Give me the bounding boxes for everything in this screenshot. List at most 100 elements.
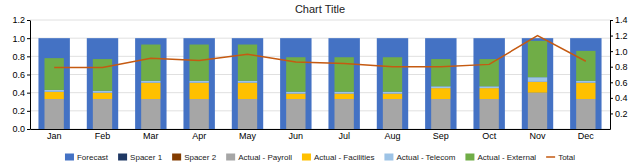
bar [38,38,69,129]
tick: 0.4 [12,88,30,98]
tick: 1.0 [12,34,30,44]
legend-item: Spacer 2 [172,153,217,162]
stacked-bar-segment [383,94,402,99]
stacked-bar-segment [576,83,595,99]
tick: 0.2 [12,106,30,116]
legend-swatch [384,154,393,161]
axis-line [30,21,31,130]
bar [522,38,553,129]
tick-label: Dec [578,131,595,141]
stacked-bar-segment [528,77,547,82]
tick: 0.8 [12,52,30,62]
tick-label: 0.6 [615,78,628,88]
tick-mark [610,67,613,68]
tick-label: 0.0 [12,124,25,134]
legend: Forecast Spacer 1 Spacer 2 Actual - Payroll… [65,153,575,162]
tick-mark [27,38,30,39]
tick-mark [610,113,613,114]
legend-item: Total [546,153,575,162]
stacked-bar-segment [238,45,257,81]
legend-item: Actual - Payroll [226,153,292,162]
legend-label: Actual - External [477,153,536,162]
tick-mark [610,20,613,21]
stacked-bar-segment [93,93,112,99]
stacked-bar-segment [141,83,160,99]
stacked-bar-segment [93,59,112,91]
stacked-bar-segment [431,88,450,99]
legend-swatch [546,156,555,158]
stacked-bar-segment [93,99,112,129]
stacked-bar-segment [528,41,547,77]
tick: Aug [384,131,400,141]
tick-mark [27,129,30,130]
stacked-bar-segment [335,99,354,129]
tick-label: Apr [192,131,206,141]
stacked-bar-segment [45,99,64,129]
legend-swatch [172,154,181,161]
tick: Feb [95,131,111,141]
legend-label: Spacer 2 [184,153,217,162]
bar [280,38,311,129]
stacked-bar-segment [141,81,160,83]
legend-item: Actual - Telecom [384,153,455,162]
stacked-bar-segment [528,93,547,129]
tick: 0.6 [610,78,628,88]
stacked-bar-segment [45,90,64,92]
legend-swatch [226,154,235,161]
tick: Apr [192,131,206,141]
tick-label: Mar [143,131,159,141]
tick-label: 0.2 [615,109,628,119]
tick-label: 0.4 [12,88,25,98]
stacked-bar-segment [286,94,305,99]
legend-item: Actual - External [465,153,536,162]
tick-label: Aug [384,131,400,141]
bar [377,38,408,129]
stacked-bar-segment [286,99,305,129]
tick-label: 0.6 [12,70,25,80]
plot-area [38,36,601,129]
tick-label: Feb [95,131,111,141]
tick-label: Jun [289,131,304,141]
stacked-bar-segment [480,59,499,86]
bar [425,38,456,129]
y-axis: 0.0 0.2 0.4 0.6 0.8 1.0 1.2 [12,15,30,134]
tick-label: 1.2 [12,15,25,25]
bar [87,38,118,129]
tick-label: 0.2 [12,106,25,116]
tick-label: 0.8 [12,52,25,62]
tick-label: Nov [529,131,546,141]
stacked-bar-segment [335,57,354,92]
stacked-bar-segment [431,59,450,86]
bar [135,38,166,129]
stacked-bar-segment [238,99,257,129]
bar [473,38,504,129]
tick-label: Oct [482,131,497,141]
stacked-bar-segment [141,99,160,129]
tick-mark [27,20,30,21]
tick-label: May [239,131,257,141]
axis-line [31,129,611,130]
legend-label: Forecast [77,153,109,162]
grid [30,20,610,129]
tick: 1.0 [610,47,628,57]
tick: Jul [338,131,350,141]
stacked-bar-segment [238,81,257,83]
tick-mark [610,36,613,37]
legend-swatch [118,154,127,161]
legend-item: Forecast [65,153,109,162]
legend-item: Actual - Facilities [302,153,374,162]
tick-label: Jan [47,131,62,141]
tick: Jan [47,131,62,141]
stacked-bar-segment [576,99,595,129]
tick: 0.6 [12,70,30,80]
legend-label: Actual - Payroll [238,153,292,162]
tick: May [239,131,257,141]
legend-item: Spacer 1 [118,153,163,162]
tick-mark [27,93,30,94]
tick-mark [27,56,30,57]
stacked-bar-segment [93,91,112,93]
tick: 1.2 [12,15,30,25]
grid-line [30,20,610,21]
legend-label: Actual - Telecom [396,153,455,162]
tick: 0.4 [610,93,628,103]
